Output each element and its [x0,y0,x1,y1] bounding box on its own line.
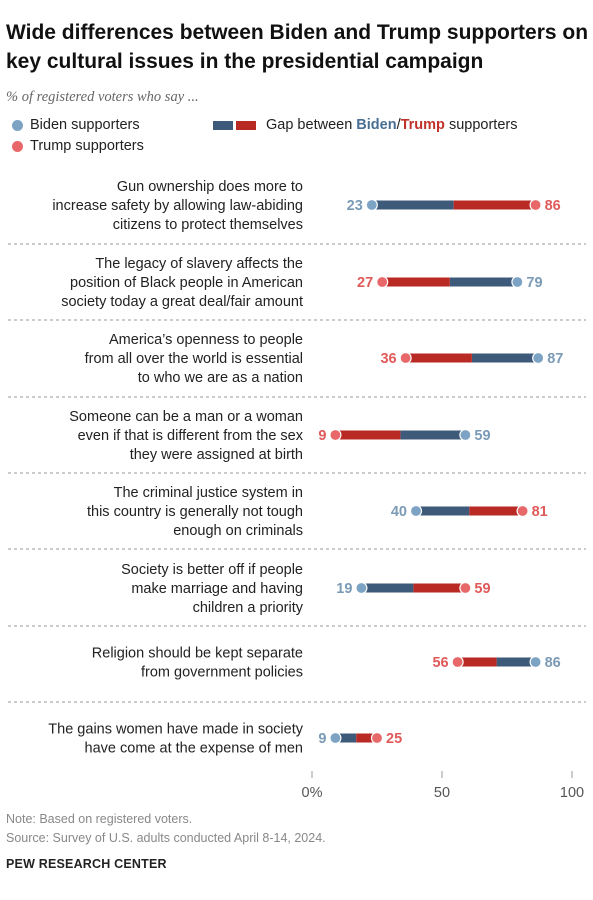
trump-value-6: 59 [474,581,490,597]
biden-value-8: 9 [318,731,326,747]
gap-bar-biden-8 [335,733,357,743]
biden-dot-7 [529,655,542,669]
row-label-1-line-2: increase safety by allowing law-abiding [52,198,303,214]
gap-bar-biden-4 [400,430,466,440]
trump-value-1: 86 [545,198,561,214]
legend-trump-label: Trump supporters [30,138,144,154]
gap-bar-biden-2 [449,277,518,287]
trump-value-3: 36 [380,351,396,367]
chart-subtitle: % of registered voters who say ... [6,89,199,105]
row-label-4-line-1: Someone can be a man or a woman [69,409,303,425]
gap-bar-biden-1 [371,200,454,210]
row-label-3-line-3: to who we are as a nation [138,370,303,386]
legend-gap-trump-swatch [236,120,256,130]
trump-value-8: 25 [386,731,402,747]
biden-value-5: 40 [391,504,407,520]
gap-bar-trump-4 [335,430,401,440]
biden-dot-3 [532,351,545,365]
row-label-8-line-1: The gains women have made in society [48,722,303,738]
chart-title: Wide differences between Biden and Trump… [6,21,589,73]
gap-bar-biden-7 [496,657,536,667]
trump-dot-7 [451,655,464,669]
legend-gap-slash: / [396,117,401,133]
legend-gap: Gap between Biden / Trump supporters [213,117,517,133]
x-tick-label-1: 0% [302,785,323,801]
biden-dot-5 [409,504,423,518]
trump-value-5: 81 [532,504,548,520]
gap-bar-trump-2 [382,277,450,287]
pew-footer: PEW RESEARCH CENTER [6,857,167,871]
legend-gap-suffix: supporters [444,117,518,133]
trump-dot-8 [370,731,384,745]
row-label-7-line-2: from government policies [141,665,303,681]
row-label-5-line-1: The criminal justice system in [114,485,303,501]
x-tick-label-3: 100 [560,785,584,801]
biden-value-6: 19 [336,581,352,597]
biden-value-1: 23 [347,198,363,214]
trump-dot-1 [529,198,542,212]
row-label-3-line-1: America’s openness to people [109,332,303,348]
legend-trump-dot [12,140,23,152]
row-label-2-line-3: society today a great deal/fair amount [61,294,303,310]
trump-value-2: 27 [357,275,373,291]
row-label-7-line-1: Religion should be kept separate [92,646,303,662]
biden-dot-4 [459,428,472,442]
row-label-2-line-1: The legacy of slavery affects the [95,256,303,272]
biden-dot-8 [329,731,342,745]
biden-dot-2 [511,275,524,289]
gap-bar-biden-5 [416,506,470,516]
legend-biden-label: Biden supporters [30,117,140,133]
legend-biden: Biden supporters [12,117,140,133]
gap-bar-trump-7 [457,657,497,667]
trump-dot-4 [329,428,342,442]
row-label-8-line-2: have come at the expense of men [85,741,303,757]
gap-bar-trump-3 [405,353,472,363]
row-label-6-line-3: children a priority [193,600,304,616]
note-text: Note: Based on registered voters. [6,812,193,826]
row-label-3-line-2: from all over the world is essential [85,351,303,367]
trump-value-7: 56 [432,655,448,671]
trump-dot-3 [399,351,412,365]
trump-value-4: 9 [318,428,326,444]
source-text: Source: Survey of U.S. adults conducted … [6,831,326,845]
gap-bar-biden-3 [471,353,539,363]
row-label-4-line-2: even if that is different from the sex [78,428,304,444]
legend-gap-biden-swatch [213,120,233,130]
trump-dot-2 [376,275,389,289]
trump-dot-6 [459,581,472,595]
legend-gap-trump-word: Trump [400,117,445,133]
biden-value-4: 59 [474,428,490,444]
biden-dot-1 [365,198,378,212]
gap-bar-trump-5 [469,506,523,516]
row-label-5-line-3: enough on criminals [173,523,303,539]
legend-gap-biden-word: Biden [356,117,397,133]
row-label-1-line-3: citizens to protect themselves [113,217,303,233]
row-label-2-line-2: position of Black people in American [70,275,303,291]
biden-value-7: 86 [545,655,561,671]
legend-trump: Trump supporters [12,138,144,154]
x-tick-label-2: 50 [434,785,450,801]
gap-bar-trump-6 [413,583,466,593]
row-label-4-line-3: they were assigned at birth [130,447,303,463]
biden-value-2: 79 [526,275,542,291]
gap-bar-trump-8 [356,733,377,743]
legend-biden-dot [12,119,23,131]
biden-dot-6 [355,581,368,595]
row-label-1-line-1: Gun ownership does more to [117,179,303,195]
legend-gap-prefix: Gap between [266,117,357,133]
row-label-6-line-1: Society is better off if people [121,562,303,578]
gap-bar-biden-6 [361,583,414,593]
row-label-5-line-2: this country is generally not tough [87,504,303,520]
row-label-6-line-2: make marriage and having [131,581,303,597]
biden-value-3: 87 [547,351,563,367]
trump-dot-5 [516,504,529,518]
gap-bar-trump-1 [453,200,536,210]
